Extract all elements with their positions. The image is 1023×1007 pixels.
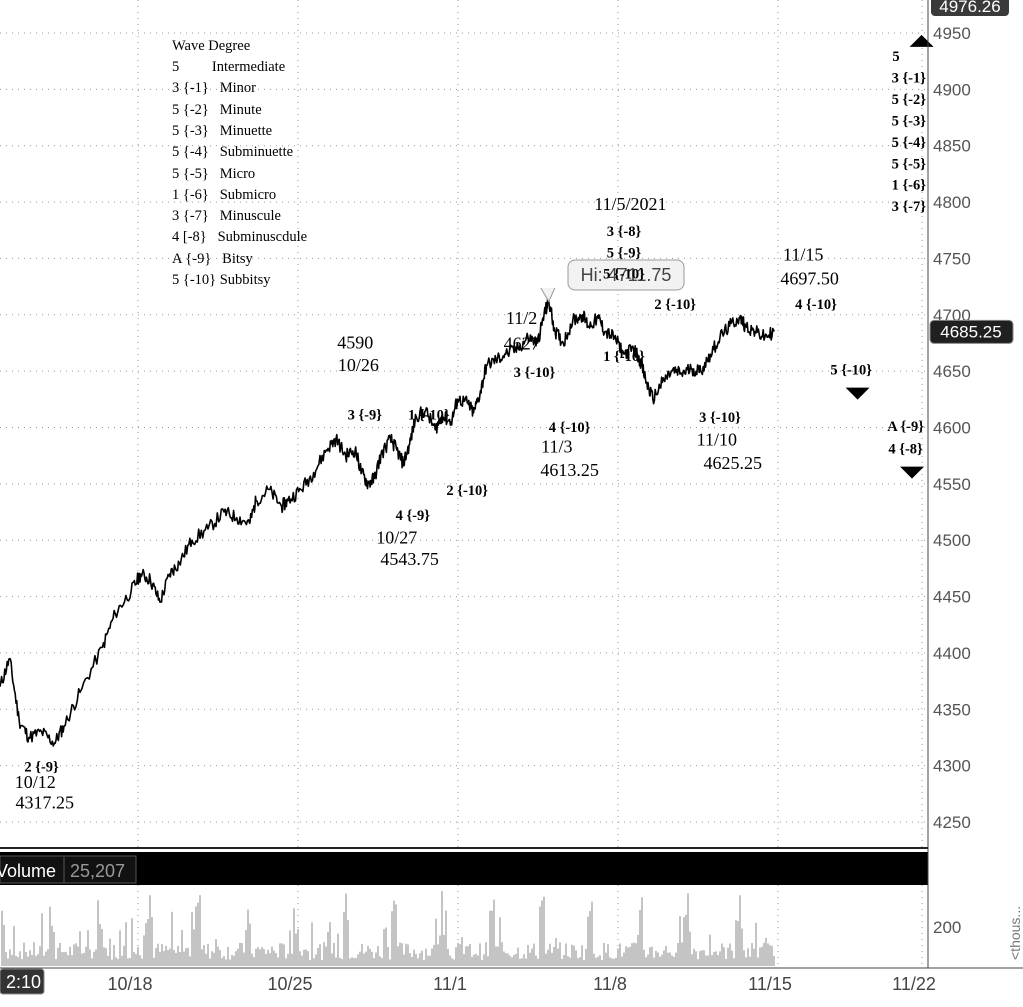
wave-annotation: 11/3 — [541, 436, 572, 456]
x-tick-label: 11/1 — [433, 974, 467, 994]
wave-annotation: A {-9} — [887, 419, 924, 435]
y-tick-label: 4800 — [933, 193, 971, 212]
wave-annotation: 5 {-2} — [892, 92, 927, 108]
legend-row: 3 {-1} Minor — [172, 80, 256, 97]
wave-annotation: 4627 — [504, 334, 540, 354]
price-series-line — [0, 298, 776, 747]
wave-annotation: 4543.75 — [380, 549, 439, 569]
down-triangle-marker — [900, 466, 924, 479]
volume-tick-label: 200 — [933, 918, 961, 937]
wave-annotation: 10/12 — [15, 772, 56, 792]
wave-annotation: 3 {-10} — [514, 365, 556, 381]
y-tick-label: 4350 — [933, 700, 971, 719]
legend-row: 1 {-6} Submicro — [172, 186, 277, 203]
wave-annotation: 4613.25 — [540, 460, 599, 480]
y-tick-label: 4500 — [933, 531, 971, 550]
wave-annotation: 5 {-10} — [603, 267, 645, 283]
wave-annotation: 2 {-10} — [654, 297, 696, 313]
y-tick-label: 4550 — [933, 475, 971, 494]
wave-annotation: 2 {-10} — [446, 483, 488, 499]
last-price-badge — [929, 319, 1014, 344]
y-tick-label: 4300 — [933, 757, 971, 776]
wave-annotation: 4317.25 — [16, 792, 75, 812]
high-tag-box — [567, 259, 685, 291]
wave-annotation: 3 {-9} — [348, 408, 383, 424]
y-tick-label: 4450 — [933, 588, 971, 607]
wave-annotation: 3 {-7} — [892, 199, 927, 215]
legend-title: Wave Degree — [172, 38, 251, 54]
wave-annotation: 4697.50 — [780, 268, 839, 288]
down-triangle-marker — [845, 387, 870, 400]
axis-top-badge — [931, 0, 1009, 16]
wave-annotation: 5 {-5} — [892, 156, 927, 172]
x-tick-label: 11/22 — [892, 974, 936, 994]
y-tick-label: 4850 — [933, 137, 971, 156]
volume-header-bar — [0, 852, 928, 885]
y-tick-label: 4400 — [933, 644, 971, 663]
legend-row: 5 {-3} Minuette — [172, 122, 273, 139]
wave-annotation: 11/5/2021 — [594, 194, 666, 214]
x-tick-label: 11/15 — [748, 974, 792, 994]
wave-annotation: 11/2 — [506, 308, 537, 328]
wave-annotation: 3 {-10} — [699, 410, 741, 426]
wave-annotation: 4625.25 — [704, 453, 763, 473]
wave-annotation: 4 {-8} — [888, 441, 923, 457]
last-price-label: 4685.25 — [940, 322, 1001, 341]
wave-annotation: 4 {-10} — [549, 420, 591, 436]
wave-annotation: 11/10 — [697, 430, 737, 450]
y-tick-label: 4250 — [933, 813, 971, 832]
price-line-layer — [0, 298, 776, 747]
axis-top-label: 4976.26 — [939, 0, 1000, 16]
wave-annotation: 11/15 — [783, 245, 823, 265]
wave-annotation: 2 {-9} — [24, 759, 59, 775]
legend-row: 5 {-4} Subminuette — [172, 144, 294, 161]
cursor-time-label: 2:10 — [6, 972, 41, 992]
legend-row: 5 {-2} Minute — [172, 101, 262, 118]
volume-axis-unit: <thous... — [1007, 906, 1023, 960]
y-tick-label: 4650 — [933, 362, 971, 381]
legend-row: A {-9} Bitsy — [172, 250, 253, 267]
high-tag-label: Hi: 4711.75 — [581, 265, 672, 285]
x-tick-label: 10/18 — [107, 974, 152, 994]
x-tick-label: 11/8 — [593, 974, 627, 994]
wave-annotation: 5 {-4} — [892, 135, 927, 151]
legend-row: 5 Intermediate — [172, 59, 286, 75]
x-tick-label: 10/25 — [267, 974, 312, 994]
legend-row: 5 {-10} Subbitsy — [172, 272, 271, 288]
wave-annotation: 3 {-8} — [607, 224, 642, 240]
volume-label: Volume — [0, 861, 56, 881]
wave-annotation: 5 — [892, 49, 899, 65]
legend-row: 3 {-7} Minuscule — [172, 208, 281, 225]
volume-panel: Volume 25,207 200 <thous... — [0, 852, 1023, 966]
wave-annotation: 10/27 — [376, 528, 417, 548]
cursor-time-badge — [0, 968, 45, 995]
wave-annotation: 5 {-3} — [892, 113, 927, 129]
wave-annotation: 4 {-10} — [795, 297, 837, 313]
wave-annotation: 4590 — [337, 333, 373, 353]
wave-annotation: 1 {-6} — [892, 178, 927, 194]
y-tick-label: 4750 — [933, 249, 971, 268]
y-tick-label: 4950 — [933, 24, 971, 43]
wave-annotation: 1 {-10} — [603, 349, 645, 365]
wave-annotation: 5 {-9} — [607, 245, 642, 261]
high-tag-pointer — [540, 287, 556, 303]
wave-annotation: 10/26 — [338, 355, 379, 375]
volume-header-box — [0, 855, 137, 884]
wave-annotation: 4 {-9} — [396, 508, 431, 524]
legend-row: 5 {-5} Micro — [172, 165, 256, 182]
y-tick-label: 4600 — [933, 419, 971, 438]
legend-row: 4 [-8} Subminuscdule — [172, 229, 308, 246]
wave-annotation: 1 {-10} — [408, 408, 450, 424]
wave-annotation: 5 {-10} — [830, 363, 872, 379]
volume-value: 25,207 — [70, 861, 125, 881]
y-tick-label: 4900 — [933, 80, 971, 99]
up-triangle-marker — [909, 34, 934, 47]
wave-annotation: 3 {-1} — [892, 71, 927, 87]
